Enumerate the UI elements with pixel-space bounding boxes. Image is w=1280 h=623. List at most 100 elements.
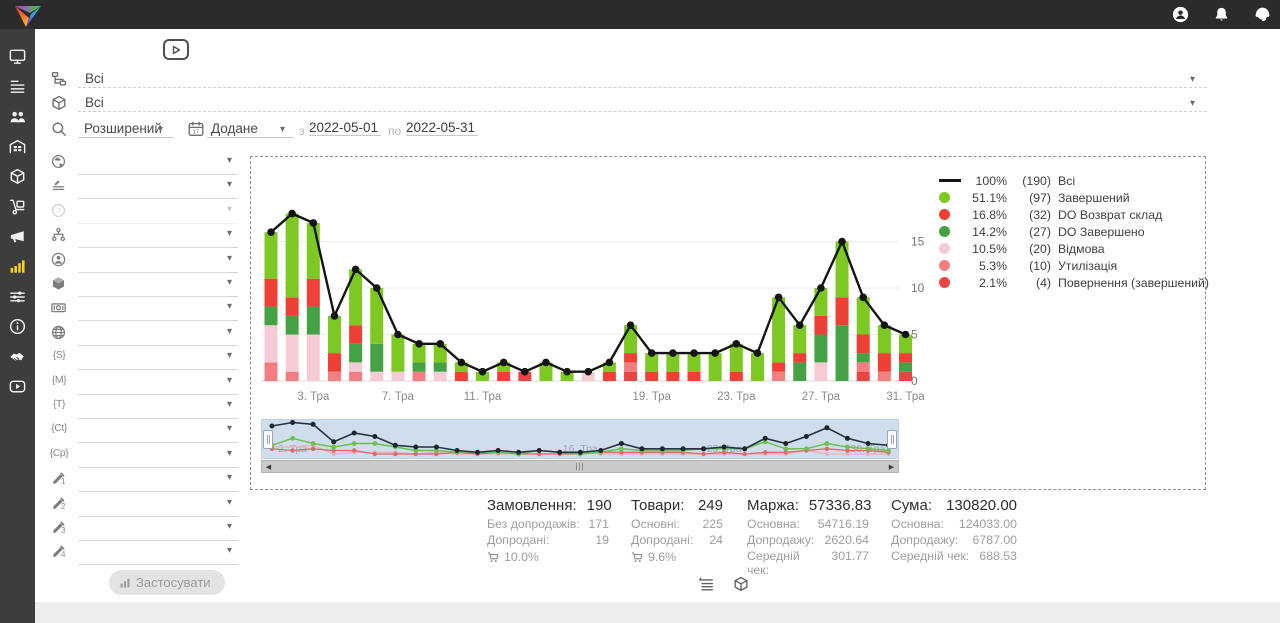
bar-segment[interactable] bbox=[349, 325, 363, 344]
chevron-down-icon[interactable]: ▾ bbox=[226, 252, 232, 264]
bar-segment[interactable] bbox=[729, 371, 743, 381]
navigator-right-handle[interactable] bbox=[887, 430, 897, 449]
user-icon[interactable] bbox=[1171, 5, 1190, 24]
filter-select-row[interactable]: ▾ bbox=[48, 224, 238, 249]
line-point[interactable] bbox=[838, 237, 846, 246]
orders-stacked-bar-chart[interactable]: 0 5 10 15 3. Тра 7. Тра 11. Тра 19. Тра 23. Тра 2… bbox=[251, 157, 1205, 409]
line-point[interactable] bbox=[563, 367, 571, 376]
bar-segment[interactable] bbox=[624, 371, 638, 381]
line-point[interactable] bbox=[753, 349, 762, 357]
apply-button[interactable]: Застосувати bbox=[109, 570, 225, 595]
filter-select-row[interactable]: 4 ▾ bbox=[48, 541, 238, 566]
bar-segment[interactable] bbox=[412, 371, 426, 381]
chevron-down-icon[interactable]: ▾ bbox=[226, 496, 232, 508]
filter-select-row[interactable]: 2 ▾ bbox=[48, 493, 238, 517]
chevron-down-icon[interactable]: ▾ bbox=[226, 374, 232, 386]
chevron-down-icon[interactable]: ▾ bbox=[226, 423, 232, 435]
source-select[interactable] bbox=[78, 87, 1207, 88]
bar-segment[interactable] bbox=[877, 371, 891, 381]
filter-select-row[interactable]: ▾ bbox=[48, 273, 238, 297]
scroll-left-button[interactable]: ◀ bbox=[262, 461, 275, 472]
chevron-down-icon[interactable]: ▾ bbox=[226, 545, 232, 557]
line-point[interactable] bbox=[309, 219, 318, 227]
bar-segment[interactable] bbox=[285, 334, 299, 372]
line-point[interactable] bbox=[267, 228, 275, 236]
navigator-scrollbar[interactable]: ◀ ▶ ||| bbox=[261, 460, 899, 473]
bar-segment[interactable] bbox=[877, 353, 891, 372]
chevron-down-icon[interactable]: ▾ bbox=[226, 447, 232, 459]
bar-segment[interactable] bbox=[708, 353, 722, 381]
bar-segment[interactable] bbox=[856, 371, 870, 381]
sidebar-item-video[interactable] bbox=[0, 371, 35, 401]
filter-select-row[interactable]: {Cp} ▾ bbox=[48, 444, 238, 468]
sidebar-item-bar-chart[interactable] bbox=[0, 251, 35, 281]
chart-navigator[interactable]: 2. Тра 16. Тра 23. Тра 30. Тра bbox=[261, 419, 899, 459]
line-point[interactable] bbox=[584, 367, 593, 376]
bar-segment[interactable] bbox=[856, 297, 870, 335]
bar-segment[interactable] bbox=[285, 371, 299, 381]
line-point[interactable] bbox=[372, 284, 381, 292]
line-point[interactable] bbox=[880, 321, 889, 329]
line-point[interactable] bbox=[542, 358, 550, 367]
bar-segment[interactable] bbox=[433, 371, 447, 381]
filter-select-row[interactable]: {T} ▾ bbox=[48, 395, 238, 419]
line-point[interactable] bbox=[478, 367, 487, 376]
bar-segment[interactable] bbox=[899, 371, 912, 381]
product-select[interactable] bbox=[78, 111, 1207, 112]
chevron-down-icon[interactable]: ▾ bbox=[226, 203, 232, 215]
sidebar-item-handshake[interactable] bbox=[0, 341, 35, 371]
bar-segment[interactable] bbox=[264, 362, 278, 381]
bar-segment[interactable] bbox=[264, 232, 278, 279]
bar-segment[interactable] bbox=[285, 315, 299, 335]
chevron-down-icon[interactable]: ▾ bbox=[226, 155, 232, 166]
product-select-value[interactable]: Всі bbox=[85, 95, 104, 110]
bar-segment[interactable] bbox=[835, 241, 849, 298]
filter-select-row[interactable]: {S} ▾ bbox=[48, 346, 238, 371]
chevron-down-icon[interactable]: ▾ bbox=[226, 277, 232, 288]
bar-segment[interactable] bbox=[666, 371, 680, 381]
bar-segment[interactable] bbox=[602, 371, 616, 381]
filter-select-row[interactable]: ▾ bbox=[48, 151, 238, 175]
sidebar-item-megaphone[interactable] bbox=[0, 221, 35, 251]
bar-segment[interactable] bbox=[539, 362, 553, 381]
bar-segment[interactable] bbox=[581, 371, 595, 381]
chevron-down-icon[interactable]: ▾ bbox=[1190, 74, 1196, 85]
line-point[interactable] bbox=[415, 340, 423, 348]
bar-segment[interactable] bbox=[327, 371, 341, 381]
bar-segment[interactable] bbox=[370, 371, 384, 381]
bar-segment[interactable] bbox=[772, 297, 786, 363]
legend-item[interactable]: 16.8% (32) DO Возврат склад bbox=[939, 206, 1209, 223]
filter-select-row[interactable]: 1 ▾ bbox=[48, 468, 238, 493]
line-point[interactable] bbox=[288, 209, 296, 218]
chevron-down-icon[interactable]: ▾ bbox=[280, 124, 286, 135]
line-point[interactable] bbox=[774, 293, 783, 302]
date-from-input[interactable]: 2022-05-01 bbox=[309, 120, 381, 136]
chevron-down-icon[interactable]: ▾ bbox=[226, 350, 232, 362]
line-point[interactable] bbox=[669, 349, 677, 357]
chevron-down-icon[interactable]: ▾ bbox=[226, 179, 232, 191]
search-mode-value[interactable]: Розширений bbox=[84, 121, 162, 136]
line-point[interactable] bbox=[457, 358, 466, 367]
bar-segment[interactable] bbox=[729, 343, 743, 372]
chevron-down-icon[interactable]: ▾ bbox=[1190, 98, 1196, 109]
line-point[interactable] bbox=[711, 349, 719, 357]
bar-segment[interactable] bbox=[327, 353, 341, 372]
bar-segment[interactable] bbox=[264, 325, 278, 363]
bar-segment[interactable] bbox=[899, 362, 912, 372]
bar-segment[interactable] bbox=[306, 306, 320, 335]
bar-segment[interactable] bbox=[306, 278, 320, 307]
source-select-value[interactable]: Всі bbox=[85, 71, 104, 86]
legend-item[interactable]: 5.3% (10) Утилізація bbox=[939, 257, 1209, 274]
date-field-select[interactable] bbox=[207, 121, 293, 138]
line-point[interactable] bbox=[330, 312, 339, 320]
bar-segment[interactable] bbox=[624, 353, 638, 363]
filter-select-row[interactable]: ▾ bbox=[48, 249, 238, 273]
bar-segment[interactable] bbox=[433, 343, 447, 363]
line-point[interactable] bbox=[521, 367, 529, 376]
bar-segment[interactable] bbox=[899, 334, 912, 354]
sidebar-item-info[interactable] bbox=[0, 311, 35, 341]
bar-segment[interactable] bbox=[497, 362, 511, 372]
line-point[interactable] bbox=[605, 358, 614, 367]
bar-segment[interactable] bbox=[370, 343, 384, 372]
bar-segment[interactable] bbox=[835, 297, 849, 326]
